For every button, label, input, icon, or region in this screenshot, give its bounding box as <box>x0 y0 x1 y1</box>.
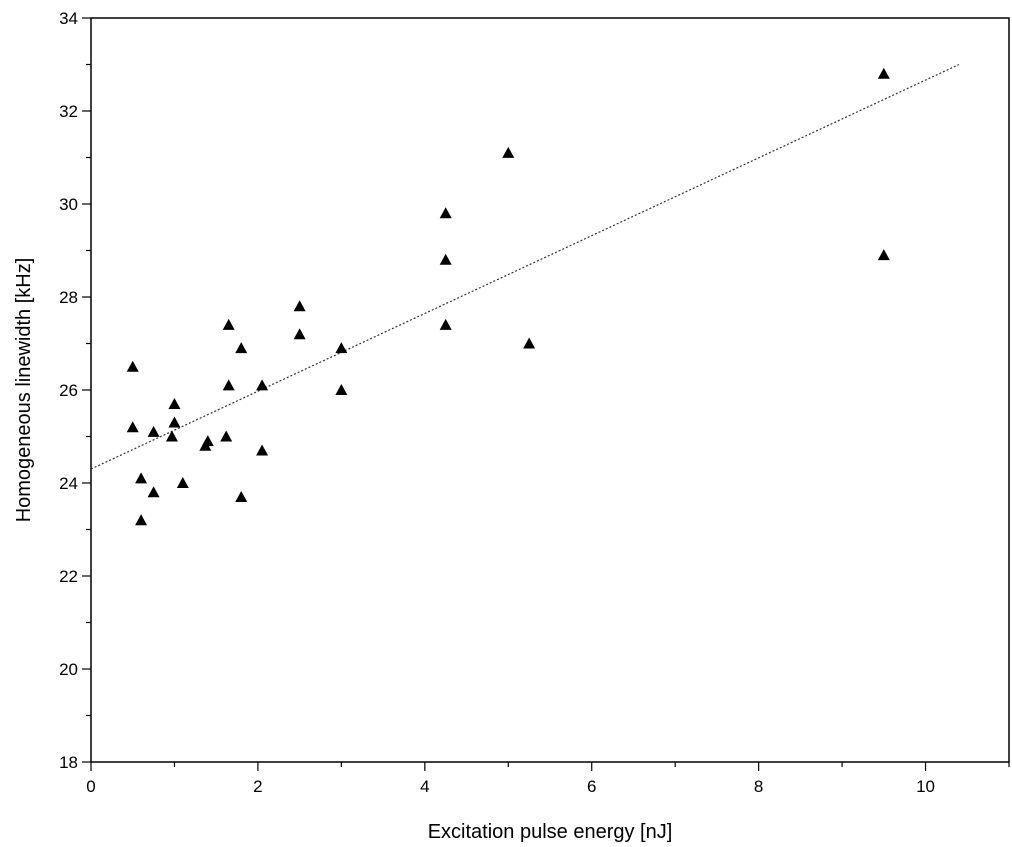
x-tick-label: 8 <box>754 777 763 796</box>
data-point <box>165 430 178 442</box>
data-point <box>293 300 306 312</box>
data-point <box>220 430 233 442</box>
data-point <box>439 318 452 330</box>
y-tick-label: 24 <box>59 474 78 493</box>
data-point <box>147 425 160 437</box>
x-tick-label: 6 <box>587 777 596 796</box>
data-point <box>126 421 139 433</box>
y-tick-label: 26 <box>59 381 78 400</box>
data-point <box>877 67 890 79</box>
data-point <box>256 379 269 391</box>
y-tick-label: 22 <box>59 567 78 586</box>
data-point <box>222 379 235 391</box>
data-point <box>293 328 306 340</box>
data-point <box>176 477 189 488</box>
data-point <box>222 318 235 330</box>
data-point <box>168 416 181 428</box>
data-point <box>147 486 160 498</box>
data-point <box>256 444 269 456</box>
x-axis-ticks: 0 2 4 6 8 10 <box>86 762 1010 796</box>
x-tick-label: 4 <box>420 777 429 796</box>
y-tick-label: 18 <box>59 753 78 772</box>
data-point <box>135 472 148 484</box>
fit-line <box>90 63 960 470</box>
data-point <box>335 342 348 354</box>
y-axis-ticks: 18 20 22 24 26 28 30 32 34 <box>59 9 91 772</box>
y-tick-label: 34 <box>59 9 78 28</box>
data-point <box>126 360 139 372</box>
data-point <box>439 253 452 265</box>
data-point <box>135 514 148 526</box>
y-tick-label: 20 <box>59 660 78 679</box>
y-tick-label: 30 <box>59 195 78 214</box>
data-point <box>235 490 248 502</box>
y-tick-label: 28 <box>59 288 78 307</box>
y-axis-title: Homogeneous linewidth [kHz] <box>13 258 35 523</box>
data-point <box>201 435 214 447</box>
data-point <box>877 249 890 261</box>
data-point <box>335 384 348 395</box>
data-points <box>126 67 890 526</box>
data-point <box>235 342 248 354</box>
x-tick-label: 0 <box>86 777 95 796</box>
data-point <box>502 146 515 158</box>
data-point <box>168 397 181 409</box>
data-point <box>523 337 536 349</box>
data-point <box>439 207 452 219</box>
y-tick-label: 32 <box>59 102 78 121</box>
x-axis-title: Excitation pulse energy [nJ] <box>428 821 673 843</box>
x-tick-label: 2 <box>253 777 262 796</box>
x-tick-label: 10 <box>916 777 935 796</box>
